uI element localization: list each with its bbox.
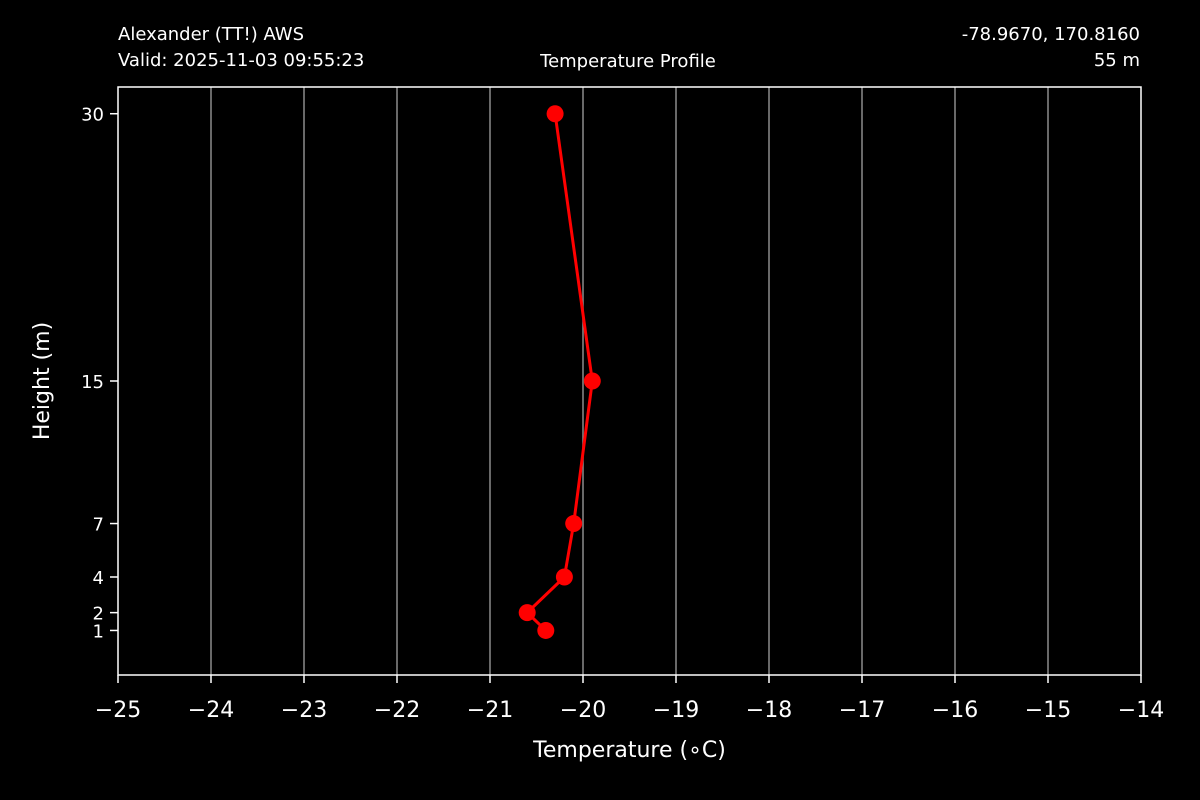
series-layer [518, 105, 601, 639]
y-tick-label: 4 [93, 568, 104, 589]
x-tick-label: −22 [374, 698, 420, 723]
x-tick-label: −23 [281, 698, 327, 723]
x-tick-label: −21 [467, 698, 513, 723]
data-point [518, 604, 536, 622]
x-tick-label: −24 [188, 698, 234, 723]
station-coordinates: -78.9670, 170.8160 [961, 24, 1140, 45]
x-tick-label: −20 [560, 698, 606, 723]
valid-time: Valid: 2025-11-03 09:55:23 [118, 50, 365, 71]
x-tick-label: −25 [95, 698, 141, 723]
x-tick-label: −16 [932, 698, 978, 723]
x-tick-label: −14 [1118, 698, 1164, 723]
header-left: Alexander (TT!) AWS Valid: 2025-11-03 09… [118, 22, 364, 74]
station-name: Alexander (TT!) AWS [118, 24, 304, 45]
x-axis-ticks: −25 −24 −23 −22 −21 −20 −19 −18 −17 −16 −15 −14 [95, 675, 1164, 723]
data-point [537, 621, 555, 639]
header-right: -78.9670, 170.8160 55 m [962, 22, 1140, 74]
x-axis-label: Temperature (∘C) [532, 738, 726, 763]
y-axis-label: Height (m) [30, 322, 55, 440]
data-point [555, 568, 573, 586]
data-point [565, 515, 583, 533]
y-tick-label: 1 [93, 621, 104, 642]
y-axis-ticks: 12 4 7 15 30 [81, 105, 118, 642]
grid-lines [210, 87, 1049, 675]
x-tick-label: −17 [839, 698, 885, 723]
y-tick-label: 30 [81, 105, 104, 126]
y-tick-label: 7 [93, 515, 104, 536]
x-tick-label: −19 [653, 698, 699, 723]
x-tick-label: −15 [1025, 698, 1071, 723]
station-elevation: 55 m [1093, 50, 1140, 71]
x-tick-label: −18 [746, 698, 792, 723]
plot-frame [117, 86, 1142, 676]
y-tick-label: 15 [81, 372, 104, 393]
data-point [583, 372, 601, 390]
data-point [546, 105, 564, 123]
y-tick-label: 2 [93, 604, 104, 625]
chart-title: Temperature Profile [540, 51, 716, 72]
